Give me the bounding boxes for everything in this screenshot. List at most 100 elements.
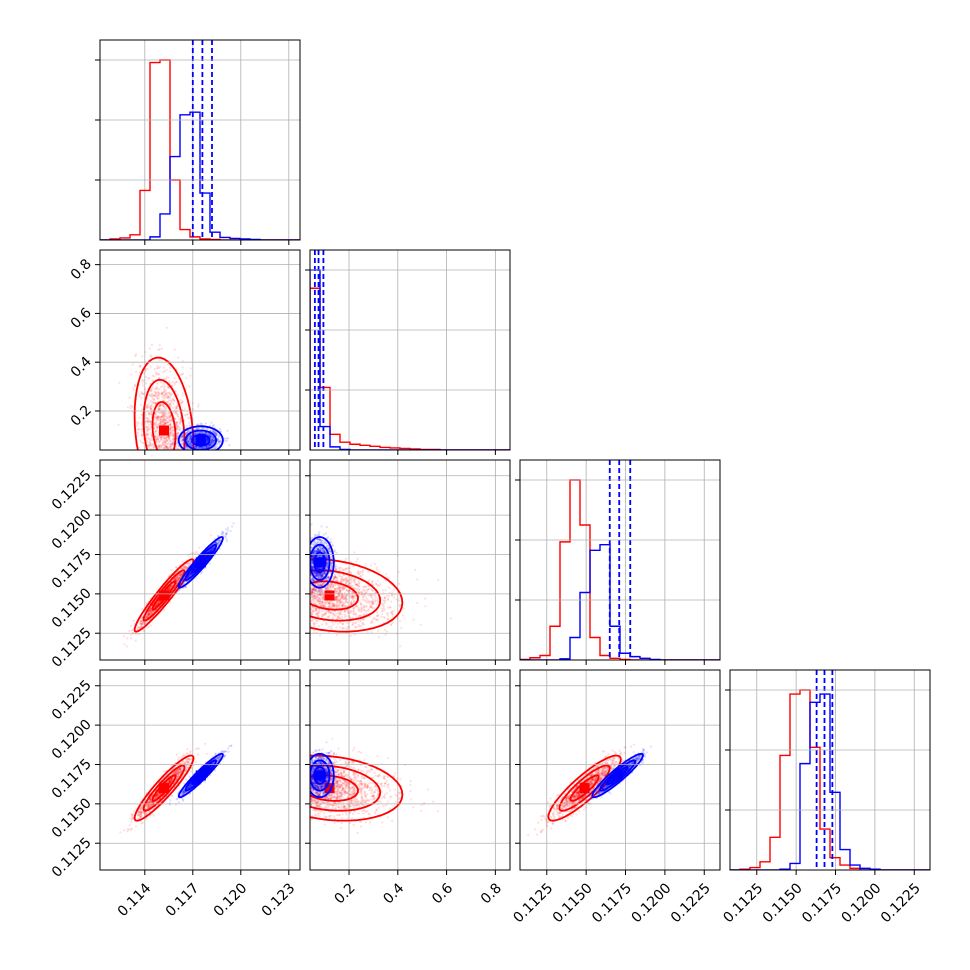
panel-data <box>123 522 235 648</box>
x-tick-label: 0.1125 <box>720 880 766 926</box>
x-tick-label: 0.1125 <box>510 880 556 926</box>
contour-0-1 <box>310 764 382 812</box>
x-tick-label: 0.114 <box>115 880 155 920</box>
contour-0-0 <box>310 580 359 611</box>
contour-1-2 <box>177 536 224 589</box>
panel-background <box>310 460 510 660</box>
y-tick-label: 0.1125 <box>49 835 95 881</box>
panel-background <box>310 670 510 870</box>
x-tick-label: 0.1225 <box>878 880 924 926</box>
x-tick-label: 0.1200 <box>629 880 675 926</box>
panel-3-1: 0.2 0.4 0.6 0.8 <box>305 669 511 907</box>
panel-frame <box>99 249 301 451</box>
y-tick-label: 0.1150 <box>49 795 95 841</box>
density-peak-0 <box>579 783 590 794</box>
density-peak-1 <box>195 557 206 568</box>
histogram-0 <box>520 479 720 660</box>
contour-0-2 <box>133 754 195 822</box>
x-tick-label: 0.8 <box>478 880 505 907</box>
y-tick-label: 0.1200 <box>49 717 95 763</box>
density-peak-0 <box>324 590 335 601</box>
panel-background <box>100 250 300 450</box>
panel-background <box>310 250 510 450</box>
density-peak-1 <box>195 435 206 446</box>
contour-0-1 <box>142 569 186 622</box>
contour-1-1 <box>310 759 331 792</box>
contour-1-2 <box>177 425 224 450</box>
contour-0-1 <box>142 378 186 450</box>
panel-frame <box>99 39 301 241</box>
y-tick-label: 0.2 <box>68 402 95 429</box>
contour-1-2 <box>177 752 224 799</box>
panel-data <box>100 40 300 240</box>
histogram-1 <box>520 543 720 660</box>
panel-frame <box>309 249 511 451</box>
x-tick-label: 0.117 <box>163 880 203 920</box>
panel-frame <box>99 669 301 871</box>
x-tick-label: 0.123 <box>259 880 299 920</box>
x-tick-label: 0.1200 <box>839 880 885 926</box>
contour-0-2 <box>133 356 195 450</box>
x-tick-label: 0.1150 <box>760 880 806 926</box>
contour-1-1 <box>184 429 218 450</box>
x-tick-label: 0.6 <box>429 880 456 907</box>
density-peak-0 <box>159 590 169 601</box>
contour-0-0 <box>569 774 600 802</box>
histogram-0 <box>100 59 300 240</box>
panel-data <box>119 742 233 834</box>
y-tick-label: 0.1150 <box>49 585 95 631</box>
panel-2-2 <box>515 459 721 665</box>
panel-frame <box>309 459 511 661</box>
density-peak-1 <box>612 770 623 781</box>
y-tick-label: 0.1225 <box>49 677 95 723</box>
histogram-1 <box>100 111 300 240</box>
y-tick-label: 0.1200 <box>49 507 95 553</box>
contour-0-1 <box>310 569 382 622</box>
x-tick-label: 0.120 <box>211 880 251 920</box>
y-tick-label: 0.4 <box>68 354 95 381</box>
panel-frame <box>519 459 721 661</box>
y-tick-label: 0.8 <box>68 256 95 283</box>
contour-0-0 <box>151 580 177 611</box>
panel-frame <box>99 459 301 661</box>
density-peak-1 <box>195 770 206 781</box>
contour-0-2 <box>547 754 622 822</box>
x-tick-label: 0.1175 <box>589 880 635 926</box>
histogram-0 <box>730 689 930 870</box>
contour-1-2 <box>591 752 644 799</box>
contour-0-0 <box>151 774 177 802</box>
x-tick-label: 0.1175 <box>799 880 845 926</box>
y-tick-label: 0.1175 <box>49 756 95 802</box>
histogram-1 <box>310 269 510 450</box>
density-peak-0 <box>159 425 169 436</box>
contour-0-1 <box>142 764 186 812</box>
x-tick-label: 0.2 <box>332 880 359 907</box>
x-tick-label: 0.1225 <box>668 880 714 926</box>
panel-frame <box>729 669 931 871</box>
panel-data <box>527 743 653 837</box>
panel-1-1 <box>305 249 511 455</box>
panel-data <box>310 250 510 450</box>
contour-1-1 <box>310 543 331 581</box>
contour-0-0 <box>151 401 177 450</box>
contour-0-2 <box>310 754 404 822</box>
y-tick-label: 0.1125 <box>49 625 95 671</box>
panel-data <box>520 460 720 660</box>
y-tick-label: 0.1225 <box>49 467 95 513</box>
x-tick-label: 0.1150 <box>550 880 596 926</box>
contour-1-0 <box>313 551 327 574</box>
panel-frame <box>519 669 721 871</box>
contour-0-2 <box>310 558 404 633</box>
contour-1-2 <box>310 752 335 799</box>
contour-1-2 <box>310 536 335 589</box>
histogram-0 <box>310 287 510 450</box>
contour-1-1 <box>184 543 218 581</box>
panel-2-1 <box>305 459 511 665</box>
y-tick-label: 0.1175 <box>49 546 95 592</box>
density-peak-1 <box>314 770 325 781</box>
y-tick-label: 0.6 <box>68 305 95 332</box>
density-peak-1 <box>314 557 325 568</box>
density-peak-0 <box>324 783 335 794</box>
